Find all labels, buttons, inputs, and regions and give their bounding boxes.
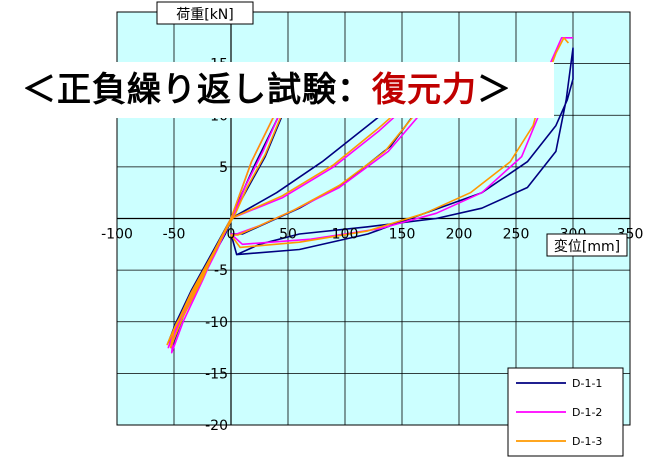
slide-title-highlight: 復元力	[372, 70, 477, 110]
y-tick-label: -10	[205, 315, 228, 331]
y-axis-title-bg	[156, 1, 254, 25]
x-tick-label: 200	[446, 227, 473, 243]
legend-label-D-1-3: D-1-3	[572, 435, 602, 448]
x-tick-label: 100	[332, 227, 359, 243]
series-line-D-1-1	[167, 47, 574, 349]
y-tick-label: -20	[205, 418, 228, 434]
series-group	[166, 36, 574, 354]
slide-title-close-bracket: ＞	[477, 70, 512, 110]
x-axis-title-bg	[546, 233, 628, 257]
x-tick-label: -100	[101, 227, 133, 243]
x-tick-label: 150	[389, 227, 416, 243]
x-tick-label: -50	[163, 227, 186, 243]
y-axis-title: 荷重[kN]	[176, 7, 234, 23]
legend: D-1-1 D-1-2 D-1-3	[507, 367, 624, 457]
x-tick-label: 250	[503, 227, 530, 243]
series-line-D-1-3	[166, 36, 570, 349]
y-tick-label: 5	[219, 160, 228, 176]
y-tick-label: -15	[205, 366, 228, 382]
y-tick-label: -5	[214, 263, 228, 279]
x-tick-label: 0	[227, 227, 236, 243]
slide-title-open-bracket: ＜	[22, 70, 57, 110]
legend-label-D-1-1: D-1-1	[572, 377, 602, 390]
x-tick-label: 50	[279, 227, 297, 243]
x-axis-title: 変位[mm]	[554, 238, 620, 255]
slide-title-prefix: 正負繰り返し試験：	[57, 70, 372, 110]
slide-title: ＜正負繰り返し試験：復元力＞	[12, 62, 554, 118]
legend-label-D-1-2: D-1-2	[572, 406, 602, 419]
